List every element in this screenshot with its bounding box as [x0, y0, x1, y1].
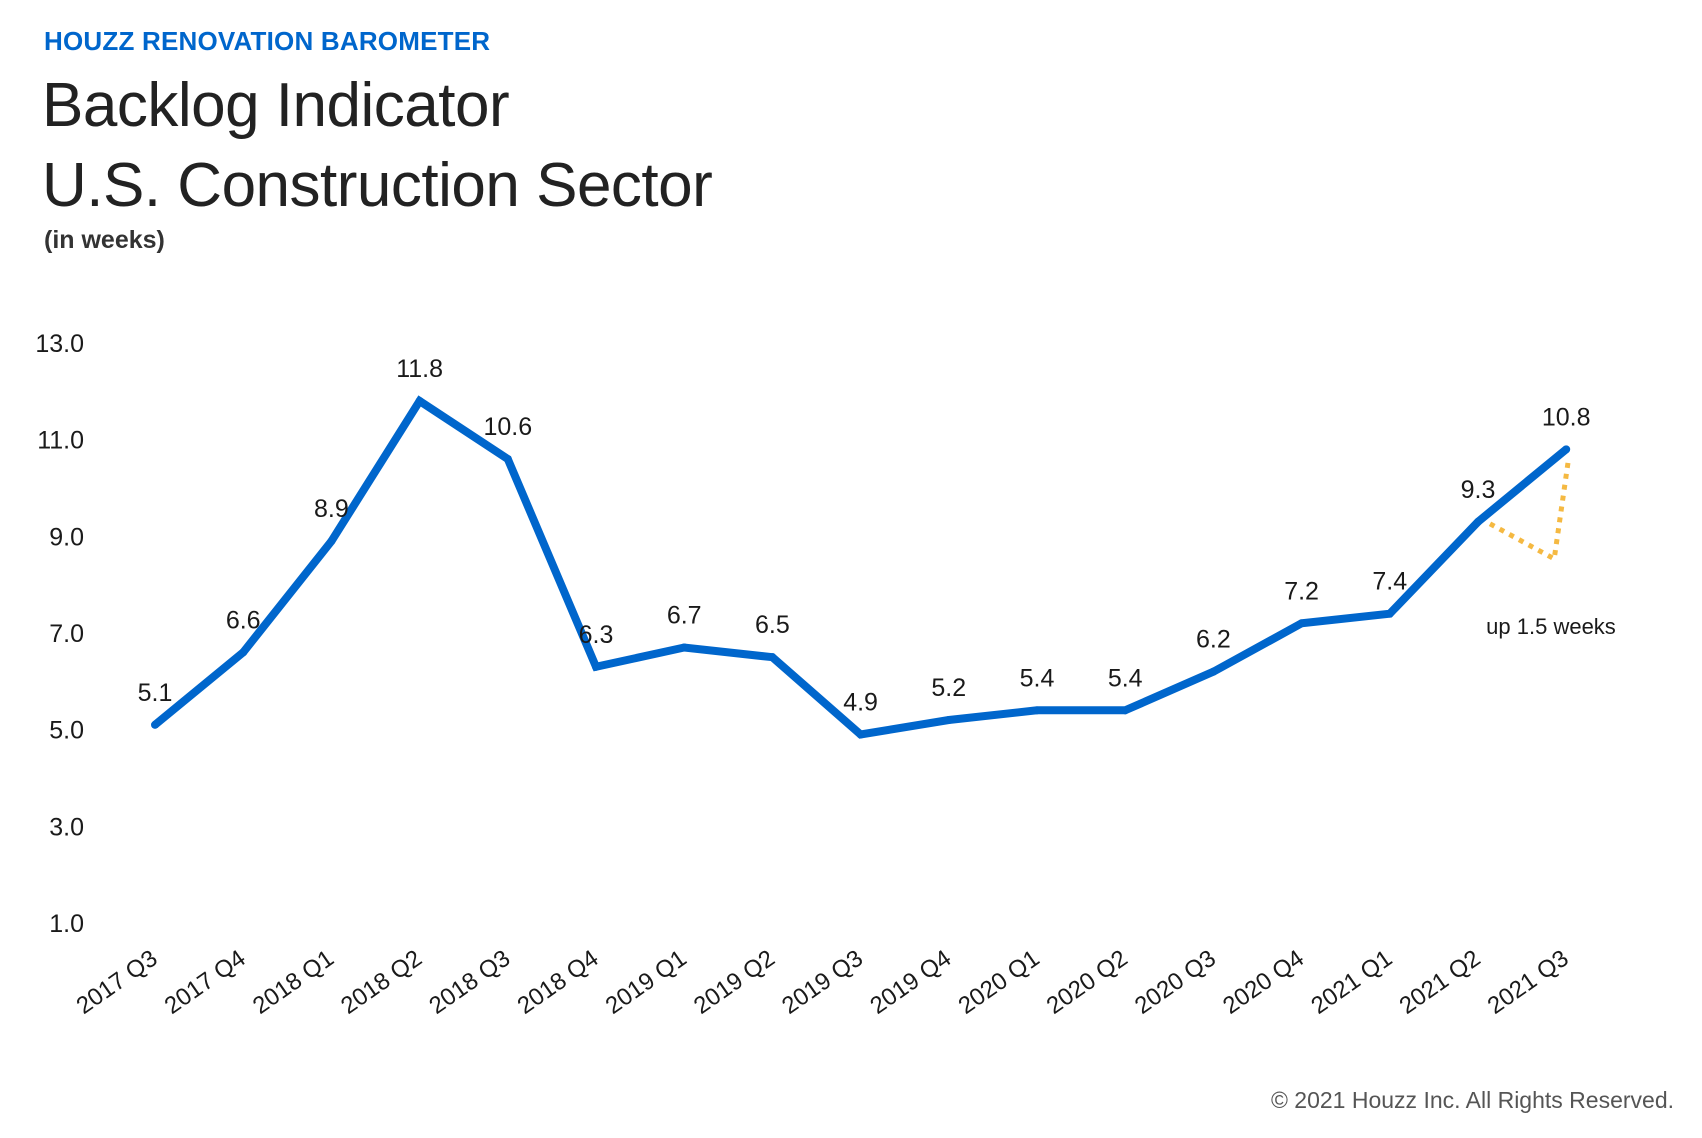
data-point	[1297, 619, 1306, 628]
annotation-dotted-wedge	[1488, 460, 1571, 563]
y-tick-label: 3.0	[49, 813, 84, 841]
y-axis-tick-labels: 13.0 11.0 9.0 7.0 5.0 3.0 1.0	[35, 330, 84, 938]
data-point	[1474, 517, 1482, 526]
x-tick-label: 2018 Q2	[336, 945, 427, 1020]
data-label: 10.6	[483, 413, 532, 441]
data-point	[1209, 667, 1218, 676]
change-annotation: up 1.5 weeks	[1486, 460, 1616, 639]
x-tick-label: 2017 Q4	[160, 945, 251, 1020]
y-tick-label: 1.0	[49, 910, 84, 938]
data-label: 11.8	[396, 355, 443, 383]
x-tick-label: 2019 Q3	[777, 945, 868, 1020]
x-tick-label: 2020 Q3	[1130, 945, 1221, 1020]
data-label: 10.8	[1542, 403, 1591, 431]
y-tick-label: 11.0	[37, 427, 84, 455]
data-label: 5.4	[1108, 664, 1143, 692]
chart-title: Backlog Indicator U.S. Construction Sect…	[42, 66, 713, 226]
x-tick-label: 2021 Q2	[1395, 945, 1486, 1020]
data-point	[503, 455, 512, 463]
copyright-notice: © 2021 Houzz Inc. All Rights Reserved.	[1270, 1087, 1674, 1113]
data-labels: 5.1 6.6 8.9 11.8 10.6 6.3 6.7 6.5 4.9 5.2 5.4 5.4 6.…	[138, 355, 1591, 717]
x-tick-label: 2021 Q1	[1306, 945, 1397, 1020]
data-point	[592, 662, 600, 671]
data-label: 6.3	[579, 621, 614, 649]
data-label: 5.1	[138, 679, 173, 707]
data-label: 5.4	[1020, 664, 1055, 692]
data-point	[239, 648, 248, 657]
data-point	[1121, 706, 1130, 715]
data-label: 6.2	[1196, 626, 1231, 654]
y-tick-label: 9.0	[49, 523, 84, 551]
data-point	[1033, 706, 1041, 715]
annotation-label: up 1.5 weeks	[1486, 614, 1616, 639]
chart-title-line-1: Backlog Indicator	[42, 71, 510, 140]
data-point	[1562, 445, 1571, 454]
x-tick-label: 2019 Q4	[865, 945, 956, 1020]
y-tick-label: 5.0	[49, 717, 84, 745]
x-tick-label: 2020 Q4	[1218, 945, 1309, 1020]
data-point	[856, 730, 865, 739]
data-label: 7.2	[1284, 577, 1319, 605]
x-tick-label: 2021 Q3	[1483, 945, 1574, 1020]
data-point	[151, 720, 159, 729]
data-point	[327, 537, 336, 546]
x-tick-label: 2020 Q2	[1042, 945, 1133, 1020]
x-tick-label: 2020 Q1	[954, 945, 1045, 1020]
x-tick-label: 2019 Q2	[689, 945, 780, 1020]
data-label: 8.9	[314, 495, 349, 523]
report-kicker: HOUZZ RENOVATION BAROMETER	[44, 26, 491, 56]
x-tick-label: 2018 Q3	[424, 945, 515, 1020]
data-point	[415, 397, 424, 405]
y-tick-label: 7.0	[49, 620, 84, 648]
data-label: 9.3	[1461, 476, 1496, 504]
chart-units-subtitle: (in weeks)	[44, 226, 165, 254]
x-tick-label: 2018 Q1	[248, 945, 339, 1020]
data-point	[1385, 609, 1394, 618]
data-point	[768, 653, 777, 662]
chart-title-line-2: U.S. Construction Sector	[42, 151, 713, 220]
data-point	[944, 716, 953, 724]
data-label: 6.7	[667, 602, 702, 630]
x-tick-label: 2017 Q3	[72, 945, 163, 1020]
data-label: 5.2	[931, 674, 966, 702]
data-label: 7.4	[1372, 568, 1407, 596]
y-tick-label: 13.0	[35, 330, 84, 358]
x-tick-label: 2019 Q1	[601, 945, 692, 1020]
series-backlog-weeks	[151, 395, 1571, 739]
x-tick-label: 2018 Q4	[513, 945, 604, 1020]
data-point	[680, 643, 689, 652]
data-label: 4.9	[843, 689, 878, 717]
data-label: 6.5	[755, 611, 790, 639]
data-label: 6.6	[226, 606, 261, 634]
series-line	[152, 395, 1569, 739]
